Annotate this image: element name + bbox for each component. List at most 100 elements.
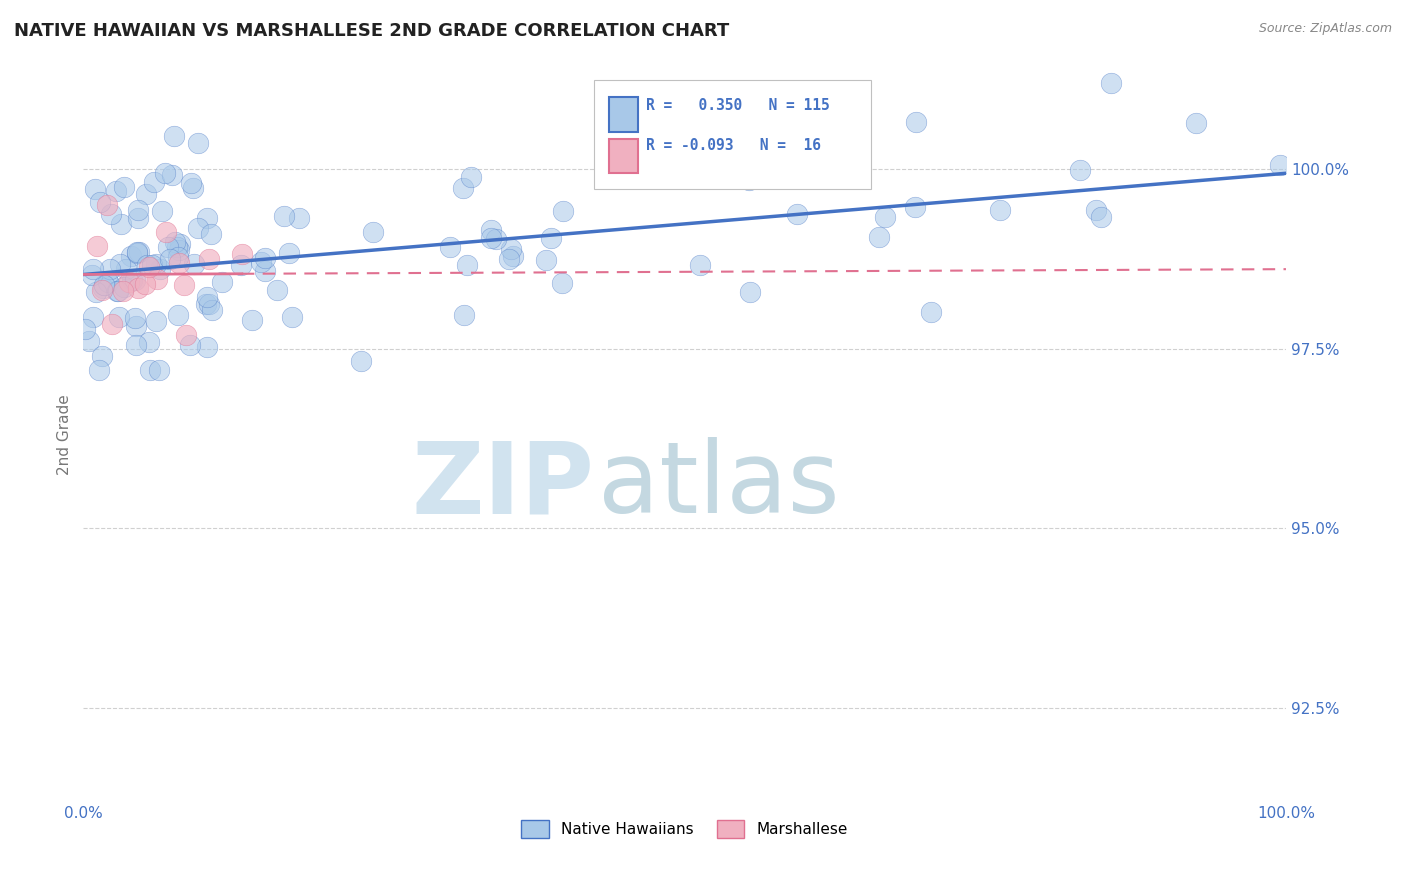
Point <box>148 363 170 377</box>
Text: ZIP: ZIP <box>412 437 595 534</box>
Y-axis label: 2nd Grade: 2nd Grade <box>58 394 72 475</box>
Point <box>287 211 309 226</box>
Point <box>125 246 148 260</box>
Point <box>112 284 135 298</box>
Point <box>150 203 173 218</box>
Point <box>551 277 574 291</box>
Text: R = -0.093   N =  16: R = -0.093 N = 16 <box>647 138 821 153</box>
Point <box>200 227 222 241</box>
Point <box>89 195 111 210</box>
Point <box>240 313 263 327</box>
Point <box>82 262 104 277</box>
Point <box>163 129 186 144</box>
Point <box>125 338 148 352</box>
Point <box>108 310 131 324</box>
Point <box>89 363 111 377</box>
Point <box>167 250 190 264</box>
Point <box>146 272 169 286</box>
Point <box>498 252 520 266</box>
Point <box>96 198 118 212</box>
Point <box>84 182 107 196</box>
Point <box>194 297 217 311</box>
Point <box>738 285 761 299</box>
Point <box>1069 162 1091 177</box>
Point <box>90 349 112 363</box>
Point <box>120 249 142 263</box>
Point <box>173 278 195 293</box>
Point <box>159 252 181 266</box>
Point <box>155 225 177 239</box>
Point <box>1084 202 1107 217</box>
Point <box>350 353 373 368</box>
Point <box>138 260 160 274</box>
Point <box>453 181 475 195</box>
Point <box>97 275 120 289</box>
Point <box>278 246 301 260</box>
Point <box>105 285 128 299</box>
Point <box>84 285 107 299</box>
Point <box>1185 116 1208 130</box>
Point <box>73 321 96 335</box>
Point <box>125 318 148 333</box>
Point <box>104 185 127 199</box>
Point <box>873 210 896 224</box>
Point <box>77 334 100 348</box>
Point <box>479 223 502 237</box>
Point <box>689 258 711 272</box>
Point <box>100 317 122 331</box>
Point <box>160 169 183 183</box>
Point <box>166 308 188 322</box>
Point <box>187 220 209 235</box>
Point <box>98 262 121 277</box>
Point <box>1090 210 1112 224</box>
Point <box>134 277 156 292</box>
Point <box>254 251 277 265</box>
Point <box>112 180 135 194</box>
Point <box>121 273 143 287</box>
Point <box>115 262 138 277</box>
Text: atlas: atlas <box>598 437 839 534</box>
Point <box>229 258 252 272</box>
Point <box>179 337 201 351</box>
Point <box>183 257 205 271</box>
Point <box>127 203 149 218</box>
Point <box>128 245 150 260</box>
Point <box>127 281 149 295</box>
Point <box>540 231 562 245</box>
Point <box>280 310 302 324</box>
Text: NATIVE HAWAIIAN VS MARSHALLESE 2ND GRADE CORRELATION CHART: NATIVE HAWAIIAN VS MARSHALLESE 2ND GRADE… <box>14 22 730 40</box>
Point <box>904 114 927 128</box>
Point <box>91 281 114 295</box>
Point <box>195 211 218 225</box>
Point <box>198 297 221 311</box>
Point <box>163 235 186 250</box>
Point <box>990 203 1012 218</box>
Point <box>201 302 224 317</box>
Point <box>86 239 108 253</box>
Point <box>167 256 190 270</box>
Point <box>551 203 574 218</box>
Point <box>786 207 808 221</box>
Point <box>920 305 942 319</box>
Point <box>125 245 148 260</box>
Point <box>211 275 233 289</box>
Point <box>361 226 384 240</box>
Point <box>108 257 131 271</box>
Point <box>485 232 508 246</box>
Point <box>904 200 927 214</box>
Point <box>534 253 557 268</box>
Point <box>157 240 180 254</box>
Point <box>149 262 172 277</box>
Point <box>737 173 759 187</box>
Point <box>231 247 253 261</box>
Point <box>181 181 204 195</box>
Point <box>273 209 295 223</box>
Point <box>254 264 277 278</box>
Point <box>124 273 146 287</box>
Point <box>82 310 104 324</box>
Point <box>456 258 478 272</box>
Point <box>153 166 176 180</box>
Point <box>187 136 209 150</box>
Point <box>118 276 141 290</box>
Point <box>460 170 482 185</box>
